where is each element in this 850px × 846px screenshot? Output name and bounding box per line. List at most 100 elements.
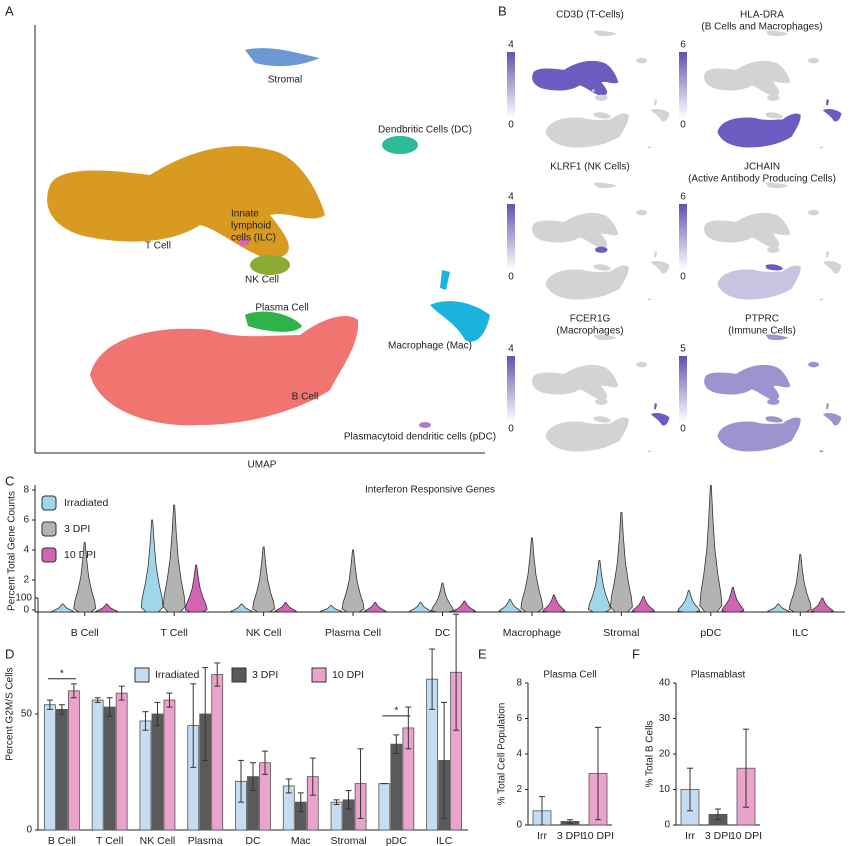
x-tick-label: DC	[245, 835, 261, 846]
y-tick-label: 30	[659, 713, 671, 724]
error-bar	[567, 819, 573, 824]
x-tick-label: Stromal	[330, 835, 366, 846]
error-bar	[393, 734, 400, 754]
feature-umap	[532, 30, 670, 149]
legend-label: 10 DPI	[332, 669, 364, 681]
y-tick-label: 0	[26, 825, 32, 836]
y-axis-label: % Total B Cells	[645, 720, 656, 787]
cluster-label: lymphoid	[231, 221, 271, 232]
error-bar	[539, 796, 545, 826]
cluster-label: Innate	[231, 209, 259, 220]
cluster	[595, 246, 608, 253]
error-bar	[309, 757, 316, 796]
cluster	[822, 251, 842, 274]
cluster	[650, 99, 670, 122]
cluster	[819, 450, 824, 453]
violin	[318, 605, 344, 613]
x-tick-label: 10 DPI	[582, 830, 614, 842]
violin	[520, 537, 544, 613]
legend-label: Irradiated	[64, 497, 109, 509]
cluster	[430, 270, 490, 342]
y-axis-label: Percent G2M/S Cells	[5, 667, 16, 760]
cluster	[593, 264, 612, 271]
x-tick-label: Irr	[685, 830, 695, 842]
feature-title: CD3D (T-Cells)	[556, 10, 624, 21]
x-tick-label: Stromal	[603, 627, 639, 639]
cluster	[591, 89, 595, 92]
significance-label: *	[394, 706, 398, 717]
cluster	[636, 57, 648, 64]
y-tick-label: 0	[664, 820, 670, 831]
error-bar	[190, 683, 197, 768]
feature-umap	[704, 30, 842, 149]
cluster	[591, 393, 595, 396]
cluster	[822, 403, 842, 426]
cluster	[765, 416, 784, 423]
cluster	[808, 361, 820, 368]
cluster	[593, 112, 612, 119]
cluster	[650, 251, 670, 274]
cluster	[704, 60, 791, 97]
bar	[151, 713, 164, 831]
error-bar	[285, 778, 292, 794]
feature-title: (Macrophages)	[556, 326, 623, 337]
violin	[766, 603, 791, 613]
cluster	[717, 417, 801, 452]
cluster	[819, 298, 824, 301]
violin	[73, 542, 97, 613]
violin	[140, 519, 164, 613]
cluster	[704, 364, 791, 401]
bar	[139, 720, 152, 831]
color-scale	[507, 204, 515, 270]
panel-label: A	[5, 3, 14, 18]
violin	[273, 602, 298, 613]
violin	[452, 600, 477, 613]
color-scale	[679, 52, 687, 118]
y-axis-label: % Total Cell Population	[497, 703, 508, 806]
scale-label: 4	[508, 40, 514, 51]
x-tick-label: Macrophage	[503, 627, 562, 639]
scale-label: 0	[508, 272, 514, 283]
bar	[390, 743, 403, 831]
x-tick-label: T Cell	[96, 835, 123, 846]
cluster	[593, 416, 612, 423]
y-tick-label: 6	[23, 515, 29, 526]
cluster-label: Stromal	[268, 75, 302, 86]
cluster	[650, 403, 670, 426]
cluster	[767, 398, 780, 405]
violin	[810, 597, 834, 613]
y-tick-label: 8	[516, 678, 522, 689]
violin	[721, 587, 745, 613]
cluster	[763, 393, 767, 396]
error-bar	[453, 613, 460, 731]
error-bar	[345, 790, 352, 810]
x-tick-label: Irr	[537, 830, 547, 842]
cluster	[763, 241, 767, 244]
cluster	[47, 146, 326, 260]
error-bar	[715, 808, 721, 821]
y-tick-label: 10	[659, 784, 671, 795]
bar	[43, 704, 56, 831]
color-scale	[507, 356, 515, 422]
color-scale	[679, 356, 687, 422]
y-tick-label: 100	[15, 593, 32, 604]
error-bar	[297, 792, 304, 812]
violin	[50, 603, 75, 613]
cluster	[636, 209, 648, 216]
cluster	[765, 264, 784, 271]
chart-title: Plasma Cell	[543, 670, 596, 681]
cluster	[717, 265, 801, 300]
cluster	[767, 246, 780, 253]
cluster	[822, 99, 842, 122]
cluster-label: B Cell	[292, 392, 319, 403]
x-tick-label: Plasma	[188, 835, 223, 846]
cluster	[767, 94, 780, 101]
bar	[103, 706, 116, 831]
error-bar	[238, 759, 244, 803]
bar	[115, 692, 128, 831]
cluster	[595, 398, 608, 405]
feature-title: (B Cells and Macrophages)	[701, 22, 822, 33]
legend-swatch	[41, 547, 57, 563]
bar	[378, 783, 391, 831]
feature-title: KLRF1 (NK Cells)	[550, 162, 629, 173]
